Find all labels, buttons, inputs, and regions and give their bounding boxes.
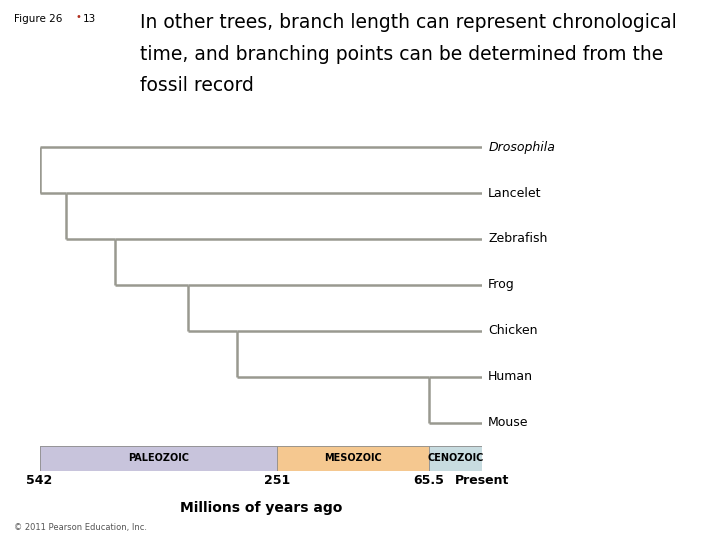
Text: 65.5: 65.5	[413, 474, 444, 487]
Text: Chicken: Chicken	[488, 324, 538, 338]
Text: © 2011 Pearson Education, Inc.: © 2011 Pearson Education, Inc.	[14, 523, 148, 532]
Bar	[40, 446, 277, 471]
Text: time, and branching points can be determined from the: time, and branching points can be determ…	[140, 45, 664, 64]
Text: MESOZOIC: MESOZOIC	[324, 454, 382, 463]
Text: 542: 542	[27, 474, 53, 487]
Text: Drosophila: Drosophila	[488, 140, 555, 154]
Text: In other trees, branch length can represent chronological: In other trees, branch length can repres…	[140, 14, 677, 32]
Text: Figure 26: Figure 26	[14, 14, 63, 24]
Text: Present: Present	[455, 474, 510, 487]
Text: Zebrafish: Zebrafish	[488, 232, 547, 246]
Bar	[429, 446, 482, 471]
Bar	[277, 446, 429, 471]
Text: PALEOZOIC: PALEOZOIC	[128, 454, 189, 463]
Text: CENOZOIC: CENOZOIC	[428, 454, 484, 463]
Text: Millions of years ago: Millions of years ago	[180, 501, 342, 515]
Text: 13: 13	[83, 14, 96, 24]
Text: Mouse: Mouse	[488, 416, 528, 429]
Text: 251: 251	[264, 474, 290, 487]
Text: Lancelet: Lancelet	[488, 186, 541, 200]
Text: Human: Human	[488, 370, 534, 383]
Text: Frog: Frog	[488, 278, 515, 292]
Text: fossil record: fossil record	[140, 76, 254, 95]
Text: •: •	[76, 12, 81, 23]
